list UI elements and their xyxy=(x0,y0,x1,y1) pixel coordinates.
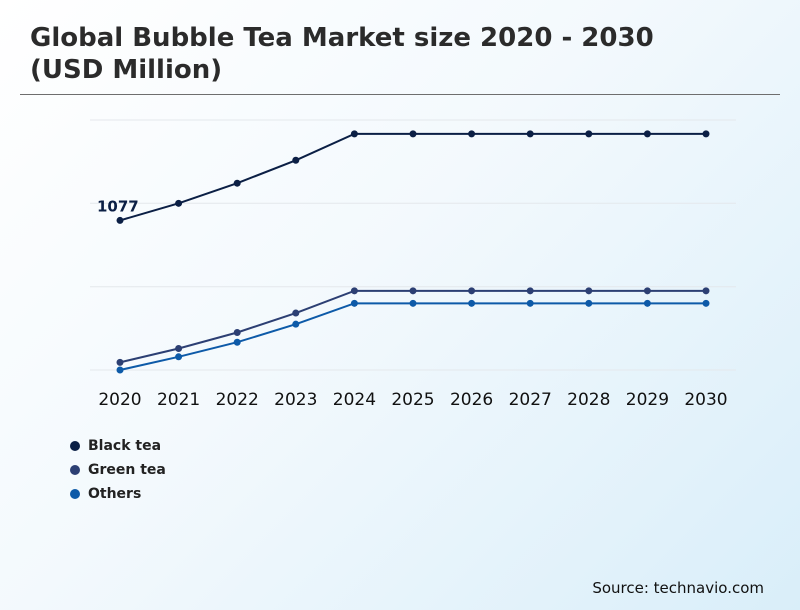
data-point-s2-4 xyxy=(350,299,358,307)
series-line-2 xyxy=(119,302,706,371)
data-point-s1-3 xyxy=(292,309,300,317)
x-tick-label-2: 2022 xyxy=(216,390,259,410)
legend-label-2: Others xyxy=(88,486,142,502)
data-point-s2-5 xyxy=(409,299,417,307)
data-point-s0-10 xyxy=(702,130,710,138)
data-point-s2-10 xyxy=(702,299,710,307)
legend-item-0: Black tea xyxy=(70,434,166,458)
chart-title: Global Bubble Tea Market size 2020 - 203… xyxy=(30,23,654,85)
data-point-s1-6 xyxy=(468,287,476,295)
x-tick-label-3: 2023 xyxy=(274,390,317,410)
data-point-s2-3 xyxy=(292,320,300,328)
x-tick-label-4: 2024 xyxy=(333,390,376,410)
data-point-s1-0 xyxy=(116,358,124,366)
data-point-s1-8 xyxy=(585,287,593,295)
data-point-s0-0 xyxy=(116,216,124,224)
data-point-s1-9 xyxy=(643,287,651,295)
data-point-s1-5 xyxy=(409,287,417,295)
x-tick-label-7: 2027 xyxy=(509,390,552,410)
data-point-s0-6 xyxy=(468,130,476,138)
legend-marker-0 xyxy=(70,441,80,451)
data-point-s0-7 xyxy=(526,130,534,138)
source-note: Source: technavio.com xyxy=(592,579,764,597)
data-point-s0-5 xyxy=(409,130,417,138)
x-tick-label-9: 2029 xyxy=(626,390,669,410)
x-tick-label-5: 2025 xyxy=(391,390,434,410)
data-point-s0-2 xyxy=(233,179,241,187)
data-point-s2-7 xyxy=(526,299,534,307)
legend-label-1: Green tea xyxy=(88,462,166,478)
data-point-s0-9 xyxy=(643,130,651,138)
data-point-s1-1 xyxy=(175,344,183,352)
x-tick-label-10: 2030 xyxy=(684,390,727,410)
x-tick-label-0: 2020 xyxy=(98,390,141,410)
data-point-s2-0 xyxy=(116,366,124,374)
legend-marker-1 xyxy=(70,465,80,475)
data-point-s1-4 xyxy=(350,287,358,295)
data-label-0: 1077 xyxy=(97,197,139,215)
legend-marker-2 xyxy=(70,489,80,499)
data-point-s1-10 xyxy=(702,287,710,295)
legend-item-2: Others xyxy=(70,482,166,506)
x-tick-label-6: 2026 xyxy=(450,390,493,410)
chart-legend: Black tea Green tea Others xyxy=(70,434,166,506)
data-point-s2-6 xyxy=(468,299,476,307)
x-tick-label-8: 2028 xyxy=(567,390,610,410)
data-point-s2-9 xyxy=(643,299,651,307)
legend-label-0: Black tea xyxy=(88,438,162,454)
legend-item-1: Green tea xyxy=(70,458,166,482)
data-point-s2-8 xyxy=(585,299,593,307)
data-point-s0-1 xyxy=(175,199,183,207)
title-divider xyxy=(20,94,780,95)
data-point-s0-4 xyxy=(350,130,358,138)
data-point-s0-8 xyxy=(585,130,593,138)
series-line-0 xyxy=(119,132,706,222)
data-point-s1-7 xyxy=(526,287,534,295)
data-point-s1-2 xyxy=(233,329,241,336)
data-point-s0-3 xyxy=(292,156,300,164)
data-point-s2-1 xyxy=(175,353,183,361)
data-point-s2-2 xyxy=(233,338,241,346)
x-tick-label-1: 2021 xyxy=(157,390,200,410)
